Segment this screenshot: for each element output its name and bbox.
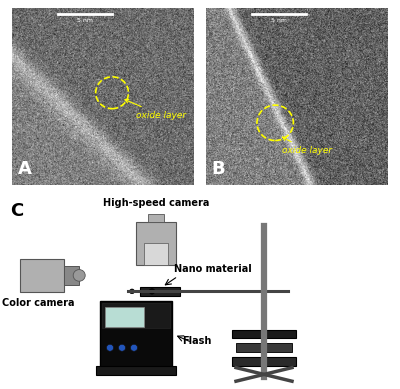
FancyBboxPatch shape (105, 307, 144, 327)
Text: 5 nm: 5 nm (77, 18, 93, 23)
Circle shape (130, 289, 134, 294)
Circle shape (130, 344, 138, 351)
Text: A: A (18, 160, 31, 178)
FancyBboxPatch shape (136, 222, 176, 265)
Text: oxide layer: oxide layer (125, 100, 186, 119)
FancyBboxPatch shape (96, 366, 176, 375)
Text: B: B (212, 160, 225, 178)
Circle shape (118, 344, 126, 351)
FancyBboxPatch shape (64, 266, 79, 285)
FancyBboxPatch shape (140, 287, 180, 296)
Text: High-speed camera: High-speed camera (103, 198, 209, 208)
FancyBboxPatch shape (144, 243, 168, 265)
FancyBboxPatch shape (236, 343, 292, 352)
Text: Nano material: Nano material (174, 264, 252, 274)
FancyBboxPatch shape (232, 330, 296, 338)
Text: Flash: Flash (182, 336, 211, 346)
FancyBboxPatch shape (232, 357, 296, 366)
FancyBboxPatch shape (100, 301, 172, 368)
Text: Color camera: Color camera (2, 298, 74, 308)
FancyBboxPatch shape (20, 259, 64, 292)
Text: oxide layer: oxide layer (282, 137, 332, 155)
Circle shape (149, 289, 155, 294)
Circle shape (106, 344, 114, 351)
Text: C: C (10, 202, 23, 219)
Text: 5 nm: 5 nm (271, 18, 287, 23)
FancyBboxPatch shape (102, 303, 170, 328)
Circle shape (73, 270, 85, 281)
FancyBboxPatch shape (148, 214, 164, 222)
